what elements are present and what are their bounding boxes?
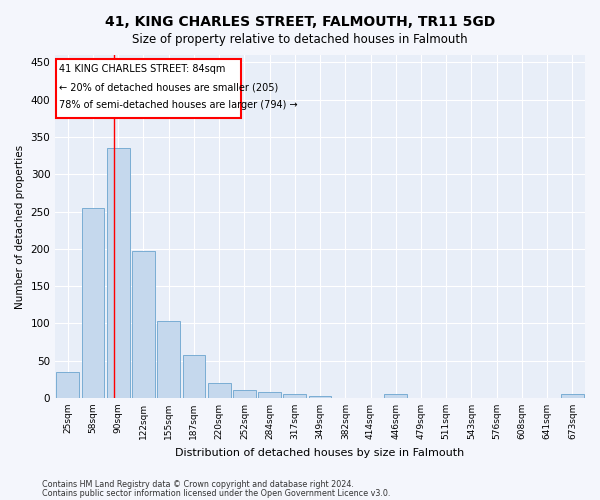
Text: 41 KING CHARLES STREET: 84sqm: 41 KING CHARLES STREET: 84sqm [59,64,226,74]
Bar [82,208,104,398]
Bar [385,394,407,398]
Text: Contains HM Land Registry data © Crown copyright and database right 2024.: Contains HM Land Registry data © Crown c… [42,480,354,489]
FancyBboxPatch shape [56,58,241,118]
Bar [132,251,155,398]
Y-axis label: Number of detached properties: Number of detached properties [15,144,25,308]
Bar [283,394,306,398]
Text: ← 20% of detached houses are smaller (205): ← 20% of detached houses are smaller (20… [59,82,278,92]
Bar [258,392,281,398]
Text: Size of property relative to detached houses in Falmouth: Size of property relative to detached ho… [132,32,468,46]
Bar [208,383,230,398]
Bar [56,372,79,398]
Bar [182,356,205,398]
Text: 78% of semi-detached houses are larger (794) →: 78% of semi-detached houses are larger (… [59,100,298,110]
Bar [157,321,180,398]
Bar [233,390,256,398]
Bar [107,148,130,398]
Text: Contains public sector information licensed under the Open Government Licence v3: Contains public sector information licen… [42,488,391,498]
Text: 41, KING CHARLES STREET, FALMOUTH, TR11 5GD: 41, KING CHARLES STREET, FALMOUTH, TR11 … [105,15,495,29]
Bar [309,396,331,398]
X-axis label: Distribution of detached houses by size in Falmouth: Distribution of detached houses by size … [175,448,465,458]
Bar [561,394,584,398]
